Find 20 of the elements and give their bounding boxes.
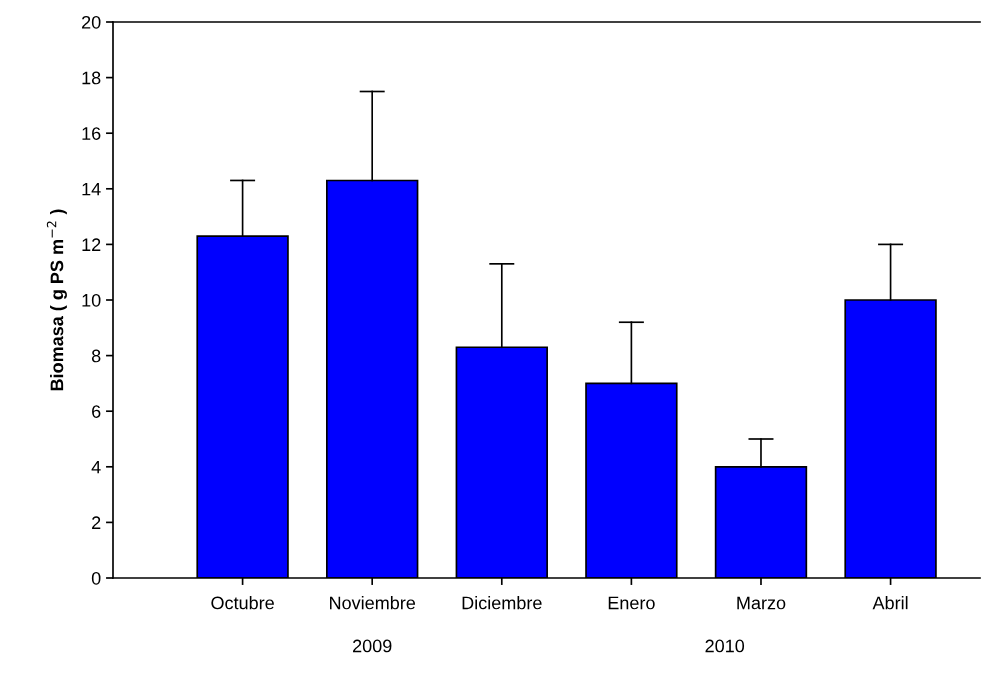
text: 2010 [705, 639, 745, 653]
y-tick-label: 4 [91, 460, 101, 474]
y-axis-title: Biomasa ( g PS m$^{−2}$ ) [46, 209, 67, 391]
y-tick-label: 10 [82, 293, 101, 307]
x-tick-label: Noviembre [330, 596, 416, 610]
x-tick-label: Octubre [211, 596, 274, 610]
x-tick-label: Enero [608, 596, 655, 610]
y-tick-label: 2 [92, 516, 101, 529]
y-tick-label: 8 [91, 349, 101, 363]
y-tick-label: 16 [82, 127, 101, 140]
y-tick-label: 6 [92, 405, 101, 418]
x-tick-label: Marzo [737, 596, 786, 610]
y-tick-label: 12 [82, 238, 101, 251]
x-tick-label: Diciembre [462, 596, 542, 610]
y-tick-label: 0 [91, 571, 101, 585]
text: 2009 [353, 639, 392, 653]
y-tick-label: 18 [82, 71, 101, 85]
x-tick-label: Abril [872, 596, 908, 610]
y-tick-label: 14 [82, 182, 101, 196]
y-tick-label: 20 [82, 15, 101, 29]
